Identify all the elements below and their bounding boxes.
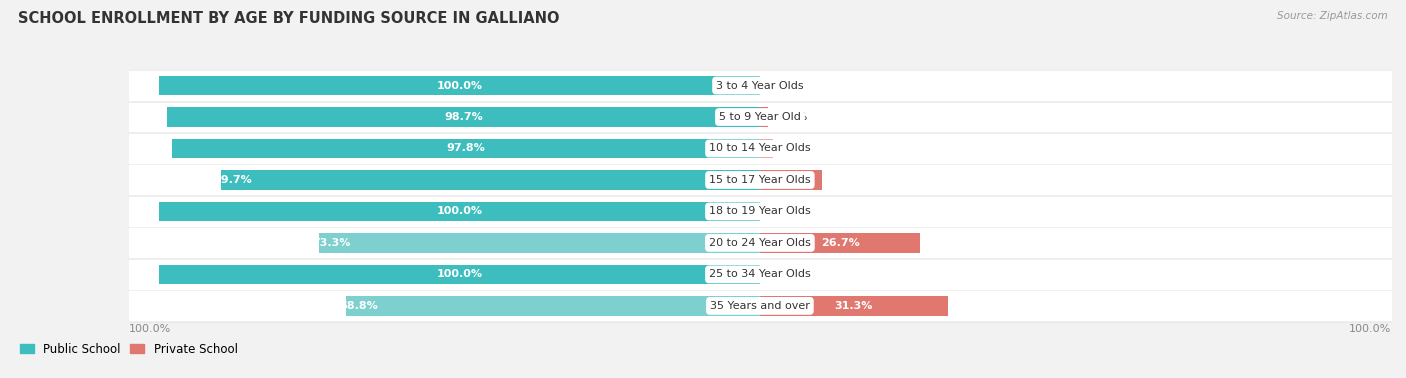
Bar xyxy=(759,170,823,190)
Text: 31.3%: 31.3% xyxy=(835,301,873,311)
Bar xyxy=(129,102,1391,132)
Text: 25 to 34 Year Olds: 25 to 34 Year Olds xyxy=(709,270,811,279)
Text: Source: ZipAtlas.com: Source: ZipAtlas.com xyxy=(1277,11,1388,21)
Bar xyxy=(129,290,1391,322)
Text: 100.0%: 100.0% xyxy=(436,81,482,91)
Bar xyxy=(159,76,759,95)
Text: 18 to 19 Year Olds: 18 to 19 Year Olds xyxy=(709,206,811,217)
Text: 100.0%: 100.0% xyxy=(436,206,482,217)
Bar xyxy=(221,170,759,190)
Bar xyxy=(319,233,759,253)
Bar xyxy=(346,296,759,316)
Text: SCHOOL ENROLLMENT BY AGE BY FUNDING SOURCE IN GALLIANO: SCHOOL ENROLLMENT BY AGE BY FUNDING SOUR… xyxy=(18,11,560,26)
Text: 3 to 4 Year Olds: 3 to 4 Year Olds xyxy=(716,81,804,91)
Bar xyxy=(129,259,1391,290)
Bar xyxy=(172,139,759,158)
Bar xyxy=(759,139,773,158)
Bar xyxy=(129,70,1391,101)
Bar xyxy=(129,101,1391,133)
Bar xyxy=(129,197,1391,226)
Bar xyxy=(759,233,921,253)
Text: 73.3%: 73.3% xyxy=(312,238,350,248)
Text: 0.0%: 0.0% xyxy=(778,270,806,279)
Text: 100.0%: 100.0% xyxy=(129,324,172,335)
Text: 10.3%: 10.3% xyxy=(772,175,810,185)
Text: 2.2%: 2.2% xyxy=(785,144,814,153)
Text: 5 to 9 Year Old: 5 to 9 Year Old xyxy=(718,112,801,122)
Text: 20 to 24 Year Olds: 20 to 24 Year Olds xyxy=(709,238,811,248)
Bar xyxy=(159,265,759,284)
Text: 26.7%: 26.7% xyxy=(821,238,859,248)
Text: 100.0%: 100.0% xyxy=(1348,324,1391,335)
Bar xyxy=(167,107,759,127)
Bar xyxy=(129,196,1391,227)
Text: 100.0%: 100.0% xyxy=(436,270,482,279)
Bar xyxy=(129,71,1391,100)
Text: 10 to 14 Year Olds: 10 to 14 Year Olds xyxy=(709,144,811,153)
Bar xyxy=(129,134,1391,163)
Bar xyxy=(129,260,1391,289)
Text: 98.7%: 98.7% xyxy=(444,112,482,122)
Bar xyxy=(129,133,1391,164)
Bar xyxy=(129,164,1391,196)
Text: 35 Years and over: 35 Years and over xyxy=(710,301,810,311)
Text: 15 to 17 Year Olds: 15 to 17 Year Olds xyxy=(709,175,811,185)
Legend: Public School, Private School: Public School, Private School xyxy=(15,338,243,360)
Bar xyxy=(759,296,948,316)
Text: 89.7%: 89.7% xyxy=(214,175,252,185)
Bar xyxy=(759,107,768,127)
Bar xyxy=(129,227,1391,259)
Bar xyxy=(129,291,1391,321)
Text: 68.8%: 68.8% xyxy=(339,301,378,311)
Text: 0.0%: 0.0% xyxy=(778,206,806,217)
Text: 1.3%: 1.3% xyxy=(780,112,808,122)
Text: 97.8%: 97.8% xyxy=(447,144,485,153)
Text: 0.0%: 0.0% xyxy=(778,81,806,91)
Bar xyxy=(129,228,1391,257)
Bar xyxy=(129,166,1391,194)
Bar xyxy=(159,202,759,221)
